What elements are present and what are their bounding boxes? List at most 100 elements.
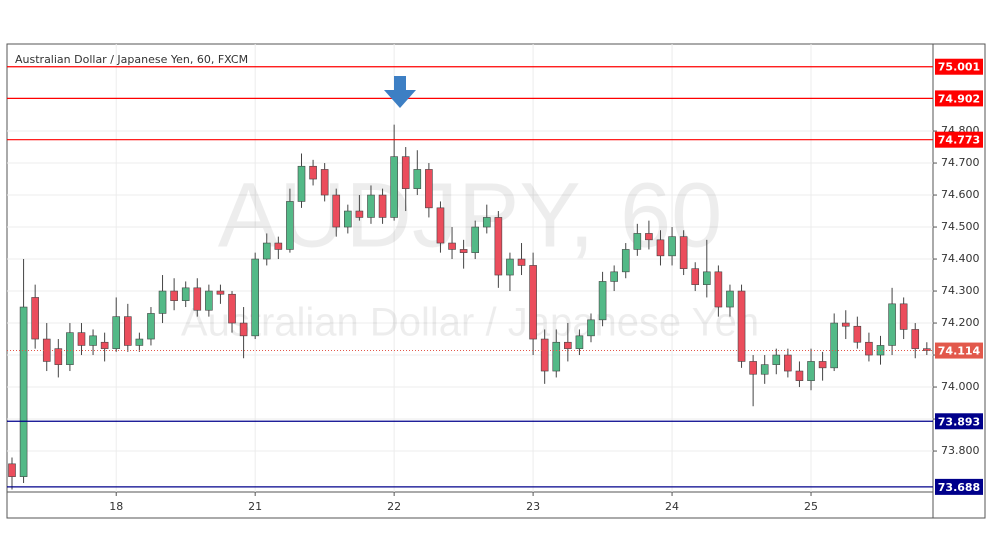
y-tick-label: 74.000 [941,380,980,393]
candle-body [8,463,16,477]
candle-body [344,210,352,228]
candle-body [89,335,97,346]
candle-body [621,249,630,273]
candle-body [31,297,39,340]
candle-body [448,242,456,250]
watermark-subtitle: Australian Dollar / Japanese Yen [181,301,759,345]
candle-body [367,194,375,218]
candle-body [807,361,815,381]
candle-body [228,293,236,324]
candle-body [205,290,213,311]
candle-body [691,268,700,285]
candle-body [552,341,561,372]
candle-body [564,341,572,349]
candle-body [216,290,225,295]
candle-body [297,165,306,202]
candle-body [436,207,445,244]
x-tick-label: 18 [109,500,123,513]
y-tick-label: 74.600 [941,188,980,201]
candle-body [286,201,294,250]
candle-body [309,165,317,180]
candle-body [390,156,398,218]
level-label: 74.902 [938,92,980,105]
candle-body [818,361,827,369]
candle-body [517,258,526,266]
candle-body [170,290,178,301]
chart-title: Australian Dollar / Japanese Yen, 60, FX… [15,53,248,66]
candle-body [679,236,688,269]
candle-body [668,236,676,257]
level-label-bg [935,58,983,75]
y-tick-label: 74.300 [941,284,980,297]
candle-body [494,217,503,276]
candle-body [239,322,248,337]
candle-body [378,194,387,218]
candle-body [714,271,723,308]
candle-body [181,287,190,301]
candle-body [274,242,283,250]
candle-body [77,332,86,346]
candle-body [749,361,757,375]
candle-body [100,341,109,349]
candle-body [413,169,422,189]
level-label-bg [935,131,983,148]
x-tick-label: 25 [804,500,818,513]
candle-body [841,322,850,327]
candle-body [320,169,329,196]
candle-body [923,348,931,351]
y-tick-label: 73.800 [941,444,980,457]
arrow-annotation [384,76,416,108]
candle-body [598,281,607,321]
candle-body [147,313,155,340]
x-tick-label: 21 [248,500,262,513]
candle-body [899,303,908,330]
candle-body [540,338,549,372]
level-label-bg [935,478,983,495]
candle-body [888,303,896,346]
candle-body [66,332,74,365]
level-label-bg [935,342,983,359]
candle-body [853,325,862,343]
y-tick-label: 74.200 [941,316,980,329]
y-tick-label: 74.400 [941,252,980,265]
candle-body [355,210,364,218]
candle-body [587,319,595,337]
level-label-bg [935,413,983,430]
candle-body [911,329,920,349]
candle-body [737,290,746,362]
candle-body [332,194,341,228]
arrow-shaft [394,76,406,93]
level-label: 74.114 [938,345,981,358]
candle-body [760,364,769,375]
candle-body [702,271,711,285]
x-tick-label: 23 [526,500,540,513]
candle-body [124,316,132,346]
candle-body [135,338,144,346]
candle-body [784,354,792,372]
x-tick-label: 24 [665,500,679,513]
candle-body [529,265,537,340]
y-tick-label: 74.700 [941,156,980,169]
level-label: 75.001 [938,61,980,74]
candle-body [482,217,491,228]
candle-body [645,233,653,241]
level-label: 73.688 [938,481,980,494]
candle-body [459,249,468,253]
candle-body [425,169,433,209]
candle-body [656,239,665,257]
candle-body [193,287,202,311]
candle-body [610,271,618,282]
y-tick-label: 74.500 [941,220,980,233]
candle-body [795,370,804,381]
frame [6,43,986,519]
arrow-head [384,90,416,108]
candle-body [830,322,838,369]
candle-body [772,354,781,365]
candle-body [633,233,642,250]
x-tick-label: 22 [387,500,401,513]
candle-body [158,290,167,314]
candle-body [726,290,734,308]
level-label-bg [935,90,983,107]
candle-body [865,341,873,356]
level-label: 73.893 [938,415,980,428]
